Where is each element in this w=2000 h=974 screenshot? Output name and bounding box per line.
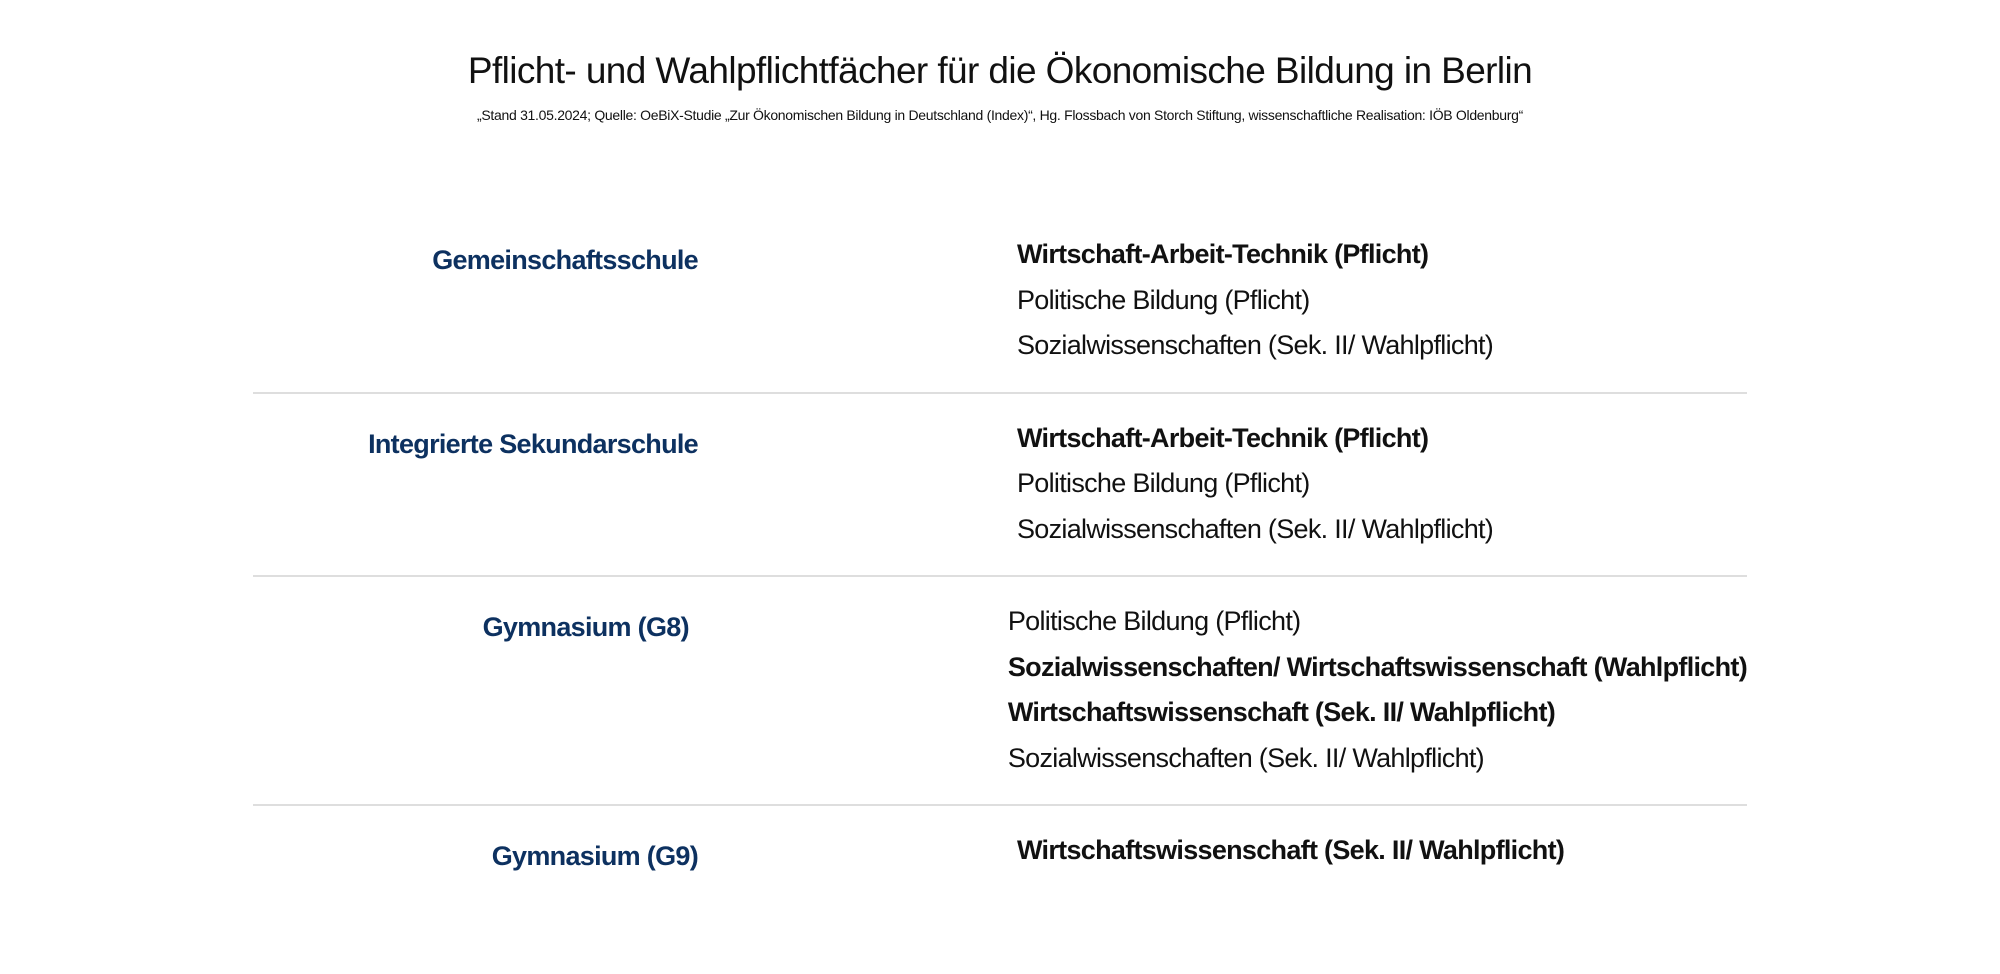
subject-item: Politische Bildung (Pflicht) <box>1017 468 1310 498</box>
school-type-label: Integrierte Sekundarschule <box>368 428 699 459</box>
subject-list: Wirtschaft-Arbeit-Technik (Pflicht) Polit… <box>1017 232 1494 369</box>
school-row: Gemeinschaftsschule Wirtschaft-Arbeit-Tec… <box>253 232 1747 394</box>
subject-item: Wirtschaft-Arbeit-Technik (Pflicht) <box>1017 422 1429 453</box>
subject-item: Politische Bildung (Pflicht) <box>1017 284 1310 315</box>
subject-list: Wirtschaft-Arbeit-Technik (Pflicht) Polit… <box>1017 416 1494 553</box>
subject-item: Politische Bildung (Pflicht) <box>1007 606 1301 636</box>
subject-list: Wirtschaftswissenschaft (Sek. II/ Wahlpf… <box>1017 828 1565 879</box>
subject-item: Wirtschaft-Arbeit-Technik (Pflicht) <box>1017 239 1429 269</box>
subject-item: Sozialwissenschaften (Sek. II/ Wahlpflic… <box>1007 742 1485 773</box>
school-row: Gymnasium (G8) Politische Bildung (Pflich… <box>253 577 1748 806</box>
school-row: Integrierte Sekundarschule Wirtschaft-Arb… <box>253 394 1747 577</box>
page-title: Pflicht- und Wahlpflichtfächer für die Ö… <box>467 50 1533 91</box>
school-type-label: Gemeinschaftsschule <box>432 245 699 275</box>
subject-item: Sozialwissenschaften (Sek. II/ Wahlpflic… <box>1017 330 1494 360</box>
school-type-label: Gymnasium (G8) <box>482 612 690 642</box>
subject-item: Wirtschaftswissenschaft (Sek. II/ Wahlpf… <box>1007 697 1556 727</box>
source-note: „Stand 31.05.2024; Quelle: OeBiX-Studie … <box>477 107 1523 123</box>
subject-list: Politische Bildung (Pflicht) Sozialwissen… <box>1007 599 1748 781</box>
subject-item: Wirtschaftswissenschaft (Sek. II/ Wahlpf… <box>1017 835 1565 865</box>
subject-item: Sozialwissenschaften (Sek. II/ Wahlpflic… <box>1017 513 1494 544</box>
school-row: Gymnasium (G9) Wirtschaftswissenschaft (S… <box>253 806 1747 902</box>
subject-item: Sozialwissenschaften/ Wirtschaftswissens… <box>1007 651 1748 682</box>
school-type-label: Gymnasium (G9) <box>491 841 699 871</box>
subjects-table: Gemeinschaftsschule Wirtschaft-Arbeit-Tec… <box>253 232 1748 902</box>
